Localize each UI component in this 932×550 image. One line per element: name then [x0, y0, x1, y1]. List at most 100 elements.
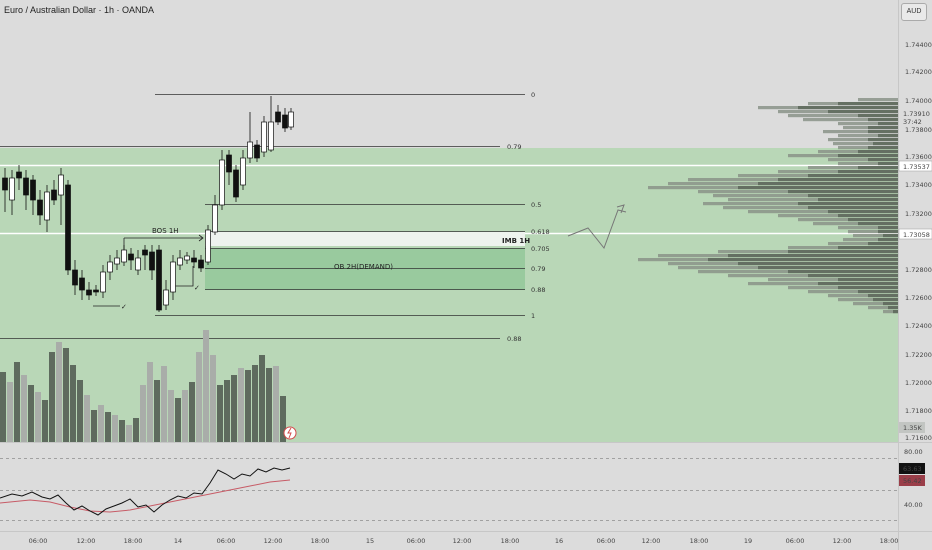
- profile-bar-dark: [728, 254, 898, 258]
- check-annotations: [93, 266, 194, 307]
- fib-label-0: 0: [531, 91, 535, 99]
- ob-label: OB 2H(DEMAND): [334, 263, 393, 271]
- time-label: 12:00: [264, 537, 283, 545]
- profile-bar-dark: [738, 186, 898, 190]
- time-label: 15: [366, 537, 374, 545]
- profile-bar-dark: [708, 258, 898, 262]
- profile-bar-dark: [888, 306, 898, 310]
- candle: [170, 255, 176, 300]
- profile-bar-dark: [858, 222, 898, 226]
- price-label: 1.72600: [905, 294, 932, 302]
- volume-bar: [196, 352, 202, 442]
- profile-bar-dark: [838, 286, 898, 290]
- candle: [268, 96, 274, 152]
- time-label: 18:00: [690, 537, 709, 545]
- candle: [23, 170, 29, 210]
- time-label: 06:00: [29, 537, 48, 545]
- profile-bar-dark: [808, 206, 898, 210]
- volume-bar: [147, 362, 153, 442]
- check-mark-1: ✓: [121, 303, 127, 311]
- profile-bar-dark: [858, 150, 898, 154]
- candle: [135, 250, 141, 275]
- volume-bar: [35, 392, 41, 442]
- profile-bar: [838, 298, 898, 302]
- rsi-pane: [0, 443, 898, 525]
- fib-label-079-top: 0.79: [507, 143, 521, 151]
- volume-bar: [231, 375, 237, 442]
- profile-bar: [828, 158, 898, 162]
- price-label: 1.71600: [905, 434, 932, 442]
- fib-label-1: 1: [531, 312, 535, 320]
- candle: [58, 168, 64, 225]
- event-flash-icon[interactable]: [283, 426, 297, 440]
- candle: [163, 280, 169, 310]
- rsi-ma-value: 56.42: [903, 477, 922, 485]
- candle: [254, 140, 260, 162]
- volume-bar: [259, 355, 265, 442]
- profile-bar-dark: [808, 194, 898, 198]
- volume-bar: [203, 330, 209, 442]
- time-label: 18:00: [124, 537, 143, 545]
- volume-bar: [91, 410, 97, 442]
- profile-bar-dark: [868, 118, 898, 122]
- profile-bar: [713, 194, 898, 198]
- candle: [72, 260, 78, 295]
- volume-bar: [70, 365, 76, 442]
- profile-bar-dark: [808, 174, 898, 178]
- volume-profile: [638, 98, 898, 314]
- profile-bar-dark: [878, 134, 898, 138]
- time-axis[interactable]: 06:00 12:00 18:00 14 06:00 12:00 18:00 15 06:00 1…: [29, 537, 899, 545]
- candle: [233, 165, 239, 202]
- profile-bar: [858, 98, 898, 102]
- price-label: 1.72800: [905, 266, 932, 274]
- volume-bar: [126, 425, 132, 442]
- rsi-ma-tag: [899, 475, 925, 486]
- profile-bar-dark: [868, 158, 898, 162]
- time-label: 19: [744, 537, 752, 545]
- volume-bar: [217, 385, 223, 442]
- profile-bar-dark: [798, 202, 898, 206]
- price-1-73800: 1.73800: [905, 126, 932, 134]
- price-label: 1.73400: [905, 181, 932, 189]
- price-1-73058: 1.73058: [903, 231, 930, 239]
- time-label: 12:00: [642, 537, 661, 545]
- volume-bar: [112, 415, 118, 442]
- profile-bar: [838, 226, 898, 230]
- profile-bar: [768, 278, 898, 282]
- price-label: 1.72400: [905, 322, 932, 330]
- profile-bar-dark: [788, 270, 898, 274]
- volume-bar: [98, 405, 104, 442]
- price-label: 1.74400: [905, 41, 932, 49]
- price-axis[interactable]: 1.74400 1.74200 1.74000 1.73600 1.73400 1.732…: [905, 41, 932, 442]
- profile-bar-dark: [868, 126, 898, 130]
- volume-bar: [21, 375, 27, 442]
- profile-bar-dark: [873, 142, 898, 146]
- profile-bar: [803, 118, 898, 122]
- profile-bar: [828, 294, 898, 298]
- time-label: 06:00: [407, 537, 426, 545]
- candle: [100, 265, 106, 298]
- profile-bar: [808, 166, 898, 170]
- rsi-level-40-label: 40.00: [904, 501, 923, 509]
- currency-button[interactable]: AUD: [901, 3, 927, 21]
- profile-bar-dark: [878, 238, 898, 242]
- volume-bar: [175, 398, 181, 442]
- volume-bar: [280, 396, 286, 442]
- profile-bar-dark: [838, 214, 898, 218]
- volume-bar: [273, 366, 279, 442]
- profile-bar: [883, 310, 898, 314]
- candle: [205, 225, 211, 265]
- candle: [114, 250, 120, 270]
- candle: [121, 245, 127, 266]
- profile-bar: [828, 242, 898, 246]
- fib-label-079: 0.79: [531, 265, 545, 273]
- candle: [156, 245, 162, 312]
- time-label: 06:00: [786, 537, 805, 545]
- volume-bar: [161, 366, 167, 442]
- rsi-ma-line: [0, 479, 291, 513]
- volume-badge-text: 1.35K: [903, 424, 922, 432]
- profile-bar-dark: [838, 170, 898, 174]
- volume-bar: [252, 365, 258, 442]
- time-label: 12:00: [453, 537, 472, 545]
